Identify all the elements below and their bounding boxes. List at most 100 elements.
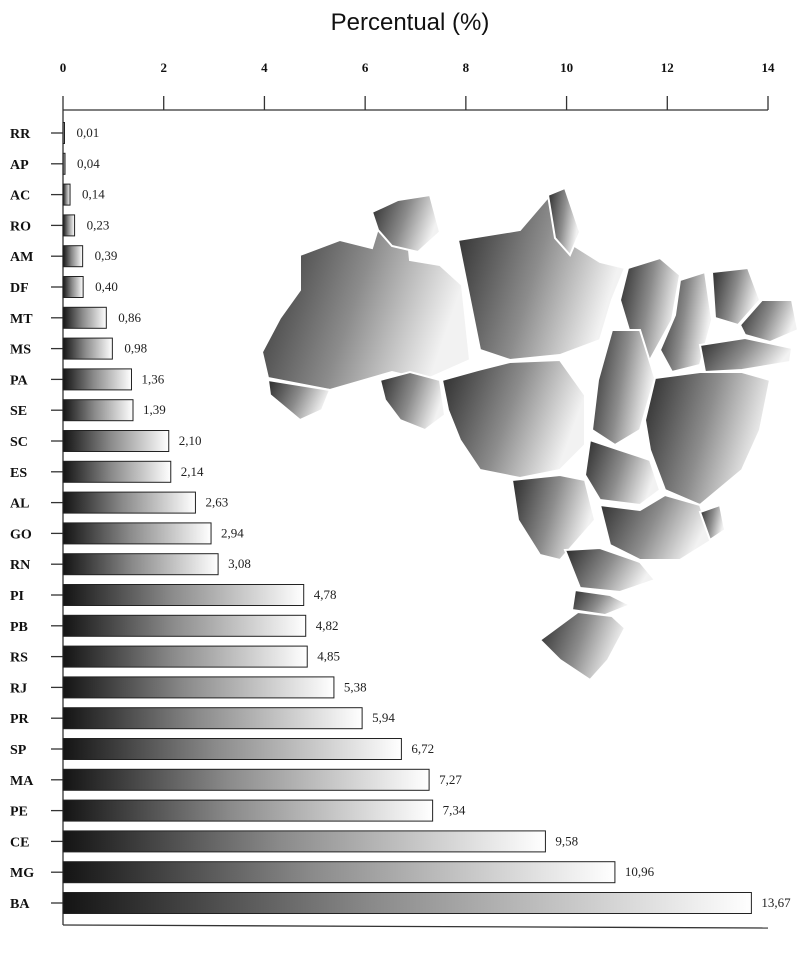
bar [62, 830, 546, 853]
category-label: AM [10, 250, 33, 265]
category-label: MG [10, 866, 34, 881]
category-label: RO [10, 219, 31, 234]
x-tick-label: 8 [463, 60, 470, 75]
data-label: 6,72 [411, 741, 434, 756]
bar [62, 306, 107, 329]
map-state-shape [738, 299, 799, 344]
x-tick-label: 12 [661, 60, 674, 75]
category-label: PE [10, 805, 28, 820]
bar [62, 614, 307, 637]
data-label: 0,23 [87, 217, 110, 232]
data-label: 2,63 [205, 495, 228, 510]
category-label: PA [10, 373, 29, 388]
map-state-shape [266, 378, 332, 422]
bar [62, 245, 84, 268]
bar [62, 214, 76, 237]
map-state-shape [598, 493, 714, 561]
x-tick-label: 10 [560, 60, 573, 75]
category-label: MS [10, 343, 31, 358]
category-label: SC [10, 435, 28, 450]
category-label: ES [10, 466, 27, 481]
category-label: PB [10, 620, 28, 635]
bar [62, 368, 132, 391]
bar [62, 738, 402, 760]
map-state-shape [590, 329, 657, 447]
map-state-shape [510, 473, 597, 562]
category-label: RJ [10, 681, 27, 696]
bar [62, 707, 363, 730]
category-label: RS [10, 651, 28, 666]
bar [62, 799, 434, 822]
data-label: 4,82 [316, 618, 339, 633]
bar [62, 522, 212, 545]
bar [62, 183, 71, 206]
bar [62, 892, 752, 914]
bar [62, 399, 134, 422]
category-label: RN [10, 558, 30, 573]
data-label: 2,14 [181, 464, 204, 479]
map-state-shape [698, 336, 794, 374]
bar [62, 337, 113, 360]
map-state-shape [570, 588, 633, 617]
data-label: 0,40 [95, 279, 118, 294]
data-label: 0,39 [95, 248, 118, 263]
x-tick-label: 14 [762, 60, 776, 75]
bar [62, 430, 170, 452]
bar [62, 491, 196, 514]
data-label: 5,94 [372, 710, 395, 725]
x-tick-label: 4 [261, 60, 268, 75]
map-state-shape [260, 206, 472, 392]
data-label: 2,94 [221, 525, 244, 540]
bar [62, 584, 305, 606]
data-label: 2,10 [179, 433, 202, 448]
map-state-shape [698, 503, 727, 542]
bar [62, 553, 219, 576]
map-state-shape [643, 371, 772, 507]
data-label: 4,85 [317, 649, 340, 664]
data-label: 10,96 [625, 864, 655, 879]
category-label: SP [10, 743, 27, 758]
category-label: DF [10, 281, 29, 296]
category-label: MT [10, 312, 33, 327]
data-label: 7,27 [439, 772, 462, 787]
map-state-shape [370, 193, 442, 254]
data-label: 0,04 [77, 156, 100, 171]
bar [62, 276, 84, 298]
map-state-shape [710, 266, 762, 327]
data-label: 1,36 [141, 371, 164, 386]
map-state-shape [546, 186, 582, 257]
category-label: RR [10, 127, 31, 142]
map-state-shape [456, 193, 627, 362]
category-label: CE [10, 835, 29, 850]
category-label: PR [10, 712, 30, 727]
data-label: 7,34 [443, 803, 466, 818]
category-label: AL [10, 497, 29, 512]
map-state-shape [563, 546, 657, 594]
data-label: 4,78 [314, 587, 337, 602]
data-label: 0,01 [77, 125, 100, 140]
category-label: BA [10, 897, 30, 912]
data-label: 0,98 [124, 341, 147, 356]
map-state-shape [538, 610, 627, 682]
map-state-shape [378, 370, 447, 432]
map-state-shape [658, 270, 714, 374]
data-label: 3,08 [228, 556, 251, 571]
category-label: AC [10, 189, 30, 204]
x-tick-label: 6 [362, 60, 369, 75]
bar [62, 676, 335, 699]
category-label: SE [10, 404, 27, 419]
data-label: 1,39 [143, 402, 166, 417]
chart-title: Percentual (%) [331, 9, 490, 36]
data-label: 0,14 [82, 187, 105, 202]
bar [62, 768, 430, 791]
bars: RR 0,01 AP 0,04 AC 0,14 RO 0,23 AM 0,39 DF 0,40 MT 0,… [10, 122, 791, 914]
category-label: AP [10, 158, 29, 173]
brazil-map-illustration [260, 186, 799, 682]
bar [62, 122, 65, 144]
bar [62, 861, 616, 884]
bottom-axis-line [62, 924, 769, 929]
category-label: PI [10, 589, 24, 604]
bar [62, 645, 308, 668]
map-state-shape [583, 438, 662, 507]
